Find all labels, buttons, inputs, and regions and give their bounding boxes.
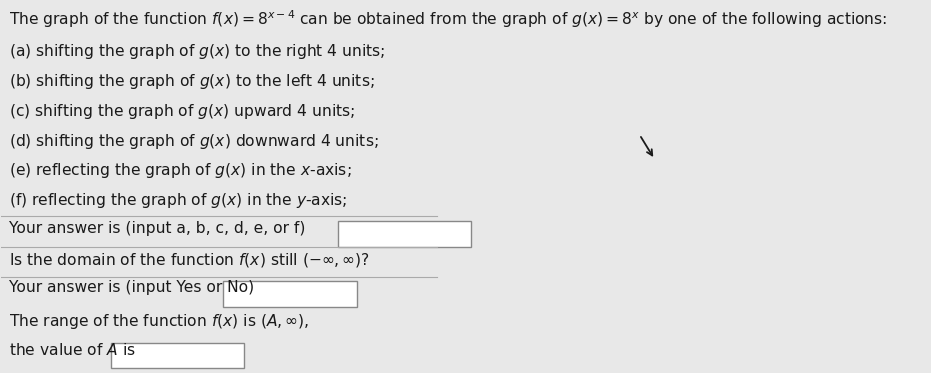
Text: Is the domain of the function $f(x)$ still $(-\infty, \infty)$?: Is the domain of the function $f(x)$ sti… [9,251,370,269]
Text: Your answer is (input a, b, c, d, e, or f): Your answer is (input a, b, c, d, e, or … [9,220,305,236]
Text: (b) shifting the graph of $g(x)$ to the left 4 units;: (b) shifting the graph of $g(x)$ to the … [9,72,374,91]
Text: The graph of the function $f(x) = 8^{x-4}$ can be obtained from the graph of $g(: The graph of the function $f(x) = 8^{x-4… [9,8,887,30]
Text: (c) shifting the graph of $g(x)$ upward 4 units;: (c) shifting the graph of $g(x)$ upward … [9,101,355,120]
Text: the value of $A$ is: the value of $A$ is [9,342,136,358]
Text: (e) reflecting the graph of $g(x)$ in the $x$-axis;: (e) reflecting the graph of $g(x)$ in th… [9,162,352,181]
FancyBboxPatch shape [223,281,357,307]
FancyBboxPatch shape [111,343,245,369]
Text: Your answer is (input Yes or No): Your answer is (input Yes or No) [9,280,254,295]
Text: (a) shifting the graph of $g(x)$ to the right 4 units;: (a) shifting the graph of $g(x)$ to the … [9,42,385,61]
Text: (d) shifting the graph of $g(x)$ downward 4 units;: (d) shifting the graph of $g(x)$ downwar… [9,132,379,151]
FancyBboxPatch shape [338,222,471,247]
Text: (f) reflecting the graph of $g(x)$ in the $y$-axis;: (f) reflecting the graph of $g(x)$ in th… [9,191,347,210]
Text: The range of the function $f(x)$ is $(A, \infty)$,: The range of the function $f(x)$ is $(A,… [9,311,309,330]
